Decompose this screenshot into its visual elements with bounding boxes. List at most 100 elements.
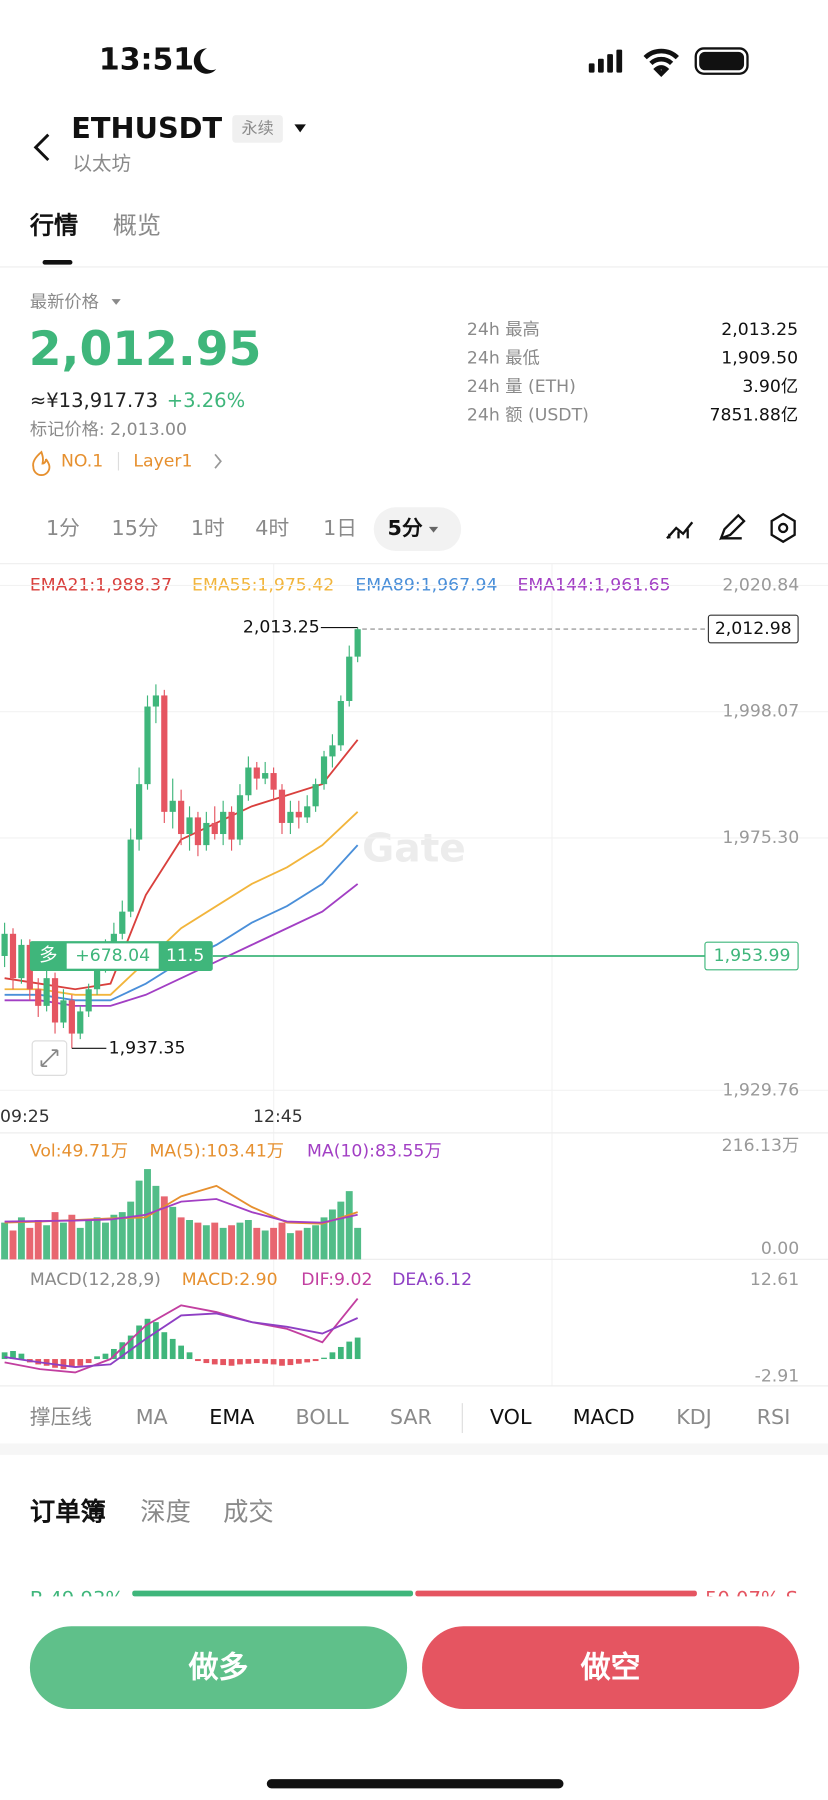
candle-body bbox=[278, 789, 286, 823]
tab[interactable]: 订单簿 bbox=[30, 1498, 106, 1527]
indicator-tab[interactable]: MA bbox=[136, 1405, 168, 1429]
candle-body bbox=[346, 656, 353, 701]
volume-bar bbox=[68, 1214, 76, 1260]
macd-bar bbox=[253, 1359, 260, 1364]
x-tick-label: 09:25 bbox=[0, 1107, 50, 1127]
stat-value: 3.90亿 bbox=[742, 377, 798, 397]
indicator-tab[interactable]: SAR bbox=[390, 1405, 432, 1429]
volume-bar bbox=[76, 1227, 84, 1260]
price-label[interactable]: 最新价格 bbox=[30, 293, 99, 313]
interval[interactable]: 4时 bbox=[255, 516, 289, 540]
macd-bar bbox=[195, 1359, 201, 1362]
indicator-tab[interactable]: BOLL bbox=[296, 1405, 350, 1429]
y-tick-label: 2,020.84 bbox=[722, 575, 799, 595]
section-gap bbox=[0, 1443, 828, 1455]
indicator-tab[interactable]: RSI bbox=[757, 1405, 791, 1429]
volume-bar bbox=[34, 1220, 42, 1260]
macd-bar bbox=[144, 1318, 151, 1360]
interval[interactable]: 15分 bbox=[112, 516, 159, 540]
vol-legend: MA(10):83.55万 bbox=[307, 1141, 442, 1161]
candle-body bbox=[60, 1000, 67, 1023]
sector-tag[interactable]: Layer1 bbox=[133, 451, 192, 471]
macd-bar bbox=[119, 1342, 126, 1360]
candle-body bbox=[43, 978, 50, 1006]
macd-bar bbox=[312, 1359, 319, 1362]
candle-body bbox=[18, 944, 25, 979]
candle-body bbox=[186, 817, 193, 835]
volume-bar bbox=[345, 1191, 353, 1260]
candle-body bbox=[245, 767, 252, 796]
tab[interactable]: 深度 bbox=[140, 1498, 191, 1527]
macd-bar bbox=[270, 1359, 277, 1365]
candle-body bbox=[77, 1011, 84, 1034]
macd-bar bbox=[94, 1356, 100, 1360]
battery-icon bbox=[694, 47, 749, 75]
indicator-tab[interactable]: KDJ bbox=[676, 1405, 712, 1429]
candle-body bbox=[194, 817, 202, 846]
macd-bar bbox=[245, 1359, 252, 1364]
y-tick-label: 12.61 bbox=[750, 1270, 799, 1290]
candle-body bbox=[9, 933, 17, 979]
volume-bar bbox=[228, 1225, 236, 1260]
interval[interactable]: 5分 bbox=[388, 516, 423, 540]
flame-icon bbox=[32, 450, 51, 476]
status-time: 13:51 bbox=[99, 43, 194, 78]
last-price: 2,012.95 bbox=[29, 322, 262, 377]
short-button[interactable] bbox=[422, 1626, 800, 1710]
dropdown-arrow[interactable] bbox=[294, 124, 306, 133]
indicator-tab[interactable]: MACD bbox=[573, 1405, 635, 1429]
volume-bar bbox=[186, 1220, 193, 1260]
symbol[interactable]: ETHUSDT bbox=[71, 111, 222, 145]
chart-tools[interactable] bbox=[666, 512, 796, 544]
macd-bar bbox=[287, 1359, 294, 1366]
expand-icon bbox=[40, 1049, 59, 1068]
battery-level bbox=[699, 51, 745, 71]
macd-bar bbox=[211, 1359, 218, 1365]
stat-value: 7851.88亿 bbox=[710, 405, 799, 425]
candle-body bbox=[253, 767, 260, 779]
macd-bar bbox=[237, 1359, 243, 1365]
high-label: 2,013.25 bbox=[243, 618, 320, 638]
position-side: 多 bbox=[39, 945, 57, 966]
stat-label: 24h 额 (USDT) bbox=[467, 405, 589, 425]
volume-bar bbox=[160, 1196, 168, 1260]
volume-bar bbox=[17, 1217, 25, 1260]
tab[interactable]: 概览 bbox=[113, 212, 161, 240]
vol-legend: MA(5):103.41万 bbox=[150, 1141, 285, 1161]
interval[interactable]: 1时 bbox=[191, 516, 225, 540]
volume-bar bbox=[202, 1225, 210, 1260]
position-pnl-box bbox=[66, 943, 159, 969]
candle-body bbox=[51, 978, 59, 1023]
long-button[interactable] bbox=[29, 1626, 408, 1710]
indicator-tab[interactable]: VOL bbox=[490, 1405, 532, 1429]
volume-bar bbox=[85, 1220, 93, 1260]
y-tick-label: 1,929.76 bbox=[722, 1080, 799, 1100]
candle-body bbox=[337, 700, 344, 746]
y-tick-label: 1,998.07 bbox=[722, 702, 799, 722]
candle-body bbox=[135, 784, 143, 840]
indicator-tab[interactable]: EMA bbox=[209, 1405, 254, 1429]
macd-bar bbox=[60, 1359, 67, 1370]
volume-bar bbox=[211, 1222, 219, 1260]
macd-legend: DIF:9.02 bbox=[301, 1270, 372, 1290]
back-button[interactable] bbox=[33, 133, 50, 161]
macd-bar bbox=[228, 1359, 235, 1366]
rank-tag[interactable]: NO.1 bbox=[61, 451, 103, 471]
long-label: 做多 bbox=[188, 1650, 249, 1685]
interval[interactable]: 1日 bbox=[323, 516, 357, 540]
indicator-tab[interactable]: 撑压线 bbox=[30, 1405, 92, 1429]
volume-bar bbox=[135, 1180, 143, 1260]
tab[interactable]: 行情 bbox=[29, 212, 78, 240]
interval-pill bbox=[373, 507, 462, 551]
volume-bar bbox=[337, 1201, 345, 1260]
candle-body bbox=[270, 773, 277, 790]
macd-bar bbox=[295, 1359, 302, 1364]
dropdown-arrow bbox=[111, 299, 121, 305]
y-tick-label: -2.91 bbox=[755, 1367, 800, 1387]
tab[interactable]: 成交 bbox=[223, 1498, 274, 1527]
macd-bar bbox=[304, 1359, 311, 1363]
candle-body bbox=[93, 967, 101, 990]
interval[interactable]: 1分 bbox=[46, 516, 80, 540]
macd-bar bbox=[153, 1322, 159, 1360]
